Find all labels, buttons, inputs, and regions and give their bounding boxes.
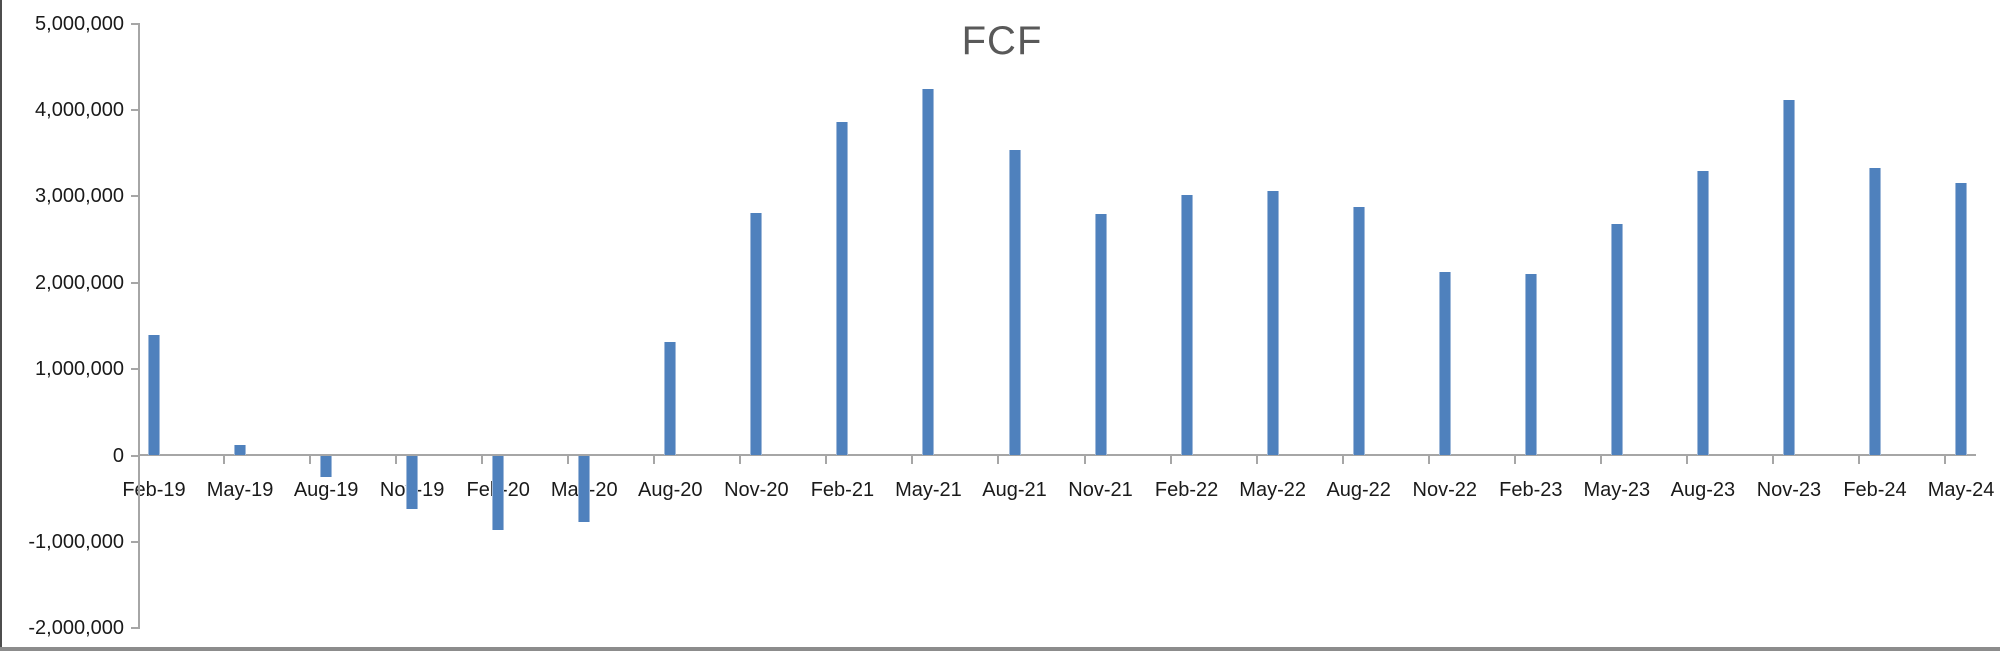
- x-axis-tick: [309, 456, 312, 464]
- bar-May-24[interactable]: [1955, 183, 1968, 456]
- y-axis-label: 2,000,000: [35, 271, 124, 294]
- x-axis-tick: [1169, 456, 1172, 464]
- bar-Nov-23[interactable]: [1782, 100, 1795, 456]
- y-axis-label: 5,000,000: [35, 12, 124, 35]
- window-bottom-edge-strip: [0, 647, 2000, 651]
- x-axis-label: Aug-22: [1326, 479, 1391, 501]
- x-axis-label: Aug-19: [293, 479, 359, 501]
- x-axis-label: Feb-21: [810, 479, 875, 501]
- x-axis-line: [138, 454, 1976, 456]
- bar-Aug-22[interactable]: [1352, 206, 1365, 456]
- x-axis-label: Nov-22: [1412, 479, 1477, 501]
- bar-Feb-22[interactable]: [1180, 195, 1193, 456]
- y-axis-tick: [131, 108, 139, 111]
- bar-Nov-21[interactable]: [1094, 214, 1107, 456]
- x-axis-label: May-23: [1583, 479, 1651, 501]
- x-axis-label: Nov-23: [1756, 479, 1822, 501]
- x-axis-label: Aug-20: [638, 479, 703, 501]
- x-axis-label: Feb-24: [1843, 479, 1907, 501]
- bar-Feb-24[interactable]: [1869, 167, 1881, 456]
- x-axis-tick: [1771, 456, 1774, 464]
- bar-May-20[interactable]: [578, 455, 591, 523]
- x-axis-tick: [653, 456, 656, 464]
- bar-Aug-23[interactable]: [1696, 171, 1709, 456]
- bar-May-22[interactable]: [1266, 191, 1279, 456]
- bar-Nov-20[interactable]: [750, 212, 763, 456]
- bar-Nov-19[interactable]: [406, 455, 419, 510]
- bar-Feb-20[interactable]: [492, 455, 505, 530]
- y-axis-label: -1,000,000: [28, 530, 124, 553]
- y-axis-tick: [131, 281, 139, 284]
- x-axis-tick: [1599, 456, 1602, 464]
- x-axis-label: Nov-21: [1068, 479, 1133, 501]
- y-axis-line: [138, 23, 140, 629]
- x-axis-label: May-24: [1927, 479, 1995, 501]
- y-axis-tick: [131, 540, 139, 543]
- x-axis-label: Aug-23: [1670, 479, 1736, 501]
- y-axis-tick: [131, 22, 139, 25]
- x-axis-tick: [997, 456, 1000, 464]
- y-axis-label: 1,000,000: [35, 358, 124, 381]
- y-axis-label: 4,000,000: [35, 98, 124, 121]
- bar-Aug-21[interactable]: [1008, 149, 1021, 456]
- x-axis-tick: [481, 456, 484, 464]
- x-axis-tick: [1513, 456, 1516, 464]
- bar-Feb-19[interactable]: [148, 334, 160, 456]
- x-axis-tick: [1685, 456, 1688, 464]
- bar-Feb-21[interactable]: [836, 121, 849, 456]
- bar-May-19[interactable]: [234, 445, 247, 456]
- x-axis-label: May-21: [895, 479, 962, 501]
- x-axis-tick: [1341, 456, 1344, 464]
- x-axis-tick: [567, 456, 570, 464]
- x-axis-tick: [825, 456, 828, 464]
- x-axis-label: Aug-21: [982, 479, 1047, 501]
- bar-Aug-20[interactable]: [664, 342, 677, 456]
- x-axis-tick: [395, 456, 398, 464]
- y-axis-label: 0: [112, 444, 124, 467]
- x-axis-tick: [911, 456, 914, 464]
- chart-title[interactable]: FCF: [961, 19, 1043, 63]
- bar-May-21[interactable]: [922, 89, 935, 456]
- y-axis-tick: [131, 195, 139, 198]
- x-axis-label: Nov-20: [724, 479, 789, 501]
- x-axis-label: Feb-23: [1499, 479, 1563, 501]
- x-axis-label: May-22: [1239, 479, 1306, 501]
- bar-May-23[interactable]: [1610, 223, 1623, 456]
- bar-Aug-19[interactable]: [320, 455, 333, 478]
- window-left-border: [0, 0, 2, 647]
- x-axis-tick: [1944, 456, 1946, 464]
- bar-Feb-23[interactable]: [1524, 274, 1537, 456]
- y-axis-tick: [131, 368, 139, 371]
- x-axis-tick: [1427, 456, 1430, 464]
- x-axis-tick: [1083, 456, 1086, 464]
- x-axis-label: May-19: [206, 479, 274, 501]
- y-axis-label: -2,000,000: [28, 617, 124, 640]
- y-axis-tick: [131, 627, 139, 630]
- y-axis-tick: [131, 454, 139, 457]
- y-axis-label: 3,000,000: [35, 185, 124, 208]
- x-axis-label: Feb-22: [1154, 479, 1219, 501]
- x-axis-tick: [739, 456, 742, 464]
- x-axis-tick: [223, 456, 225, 464]
- bar-Nov-22[interactable]: [1438, 272, 1451, 456]
- x-axis-tick: [1255, 456, 1258, 464]
- x-axis-tick: [1857, 456, 1860, 464]
